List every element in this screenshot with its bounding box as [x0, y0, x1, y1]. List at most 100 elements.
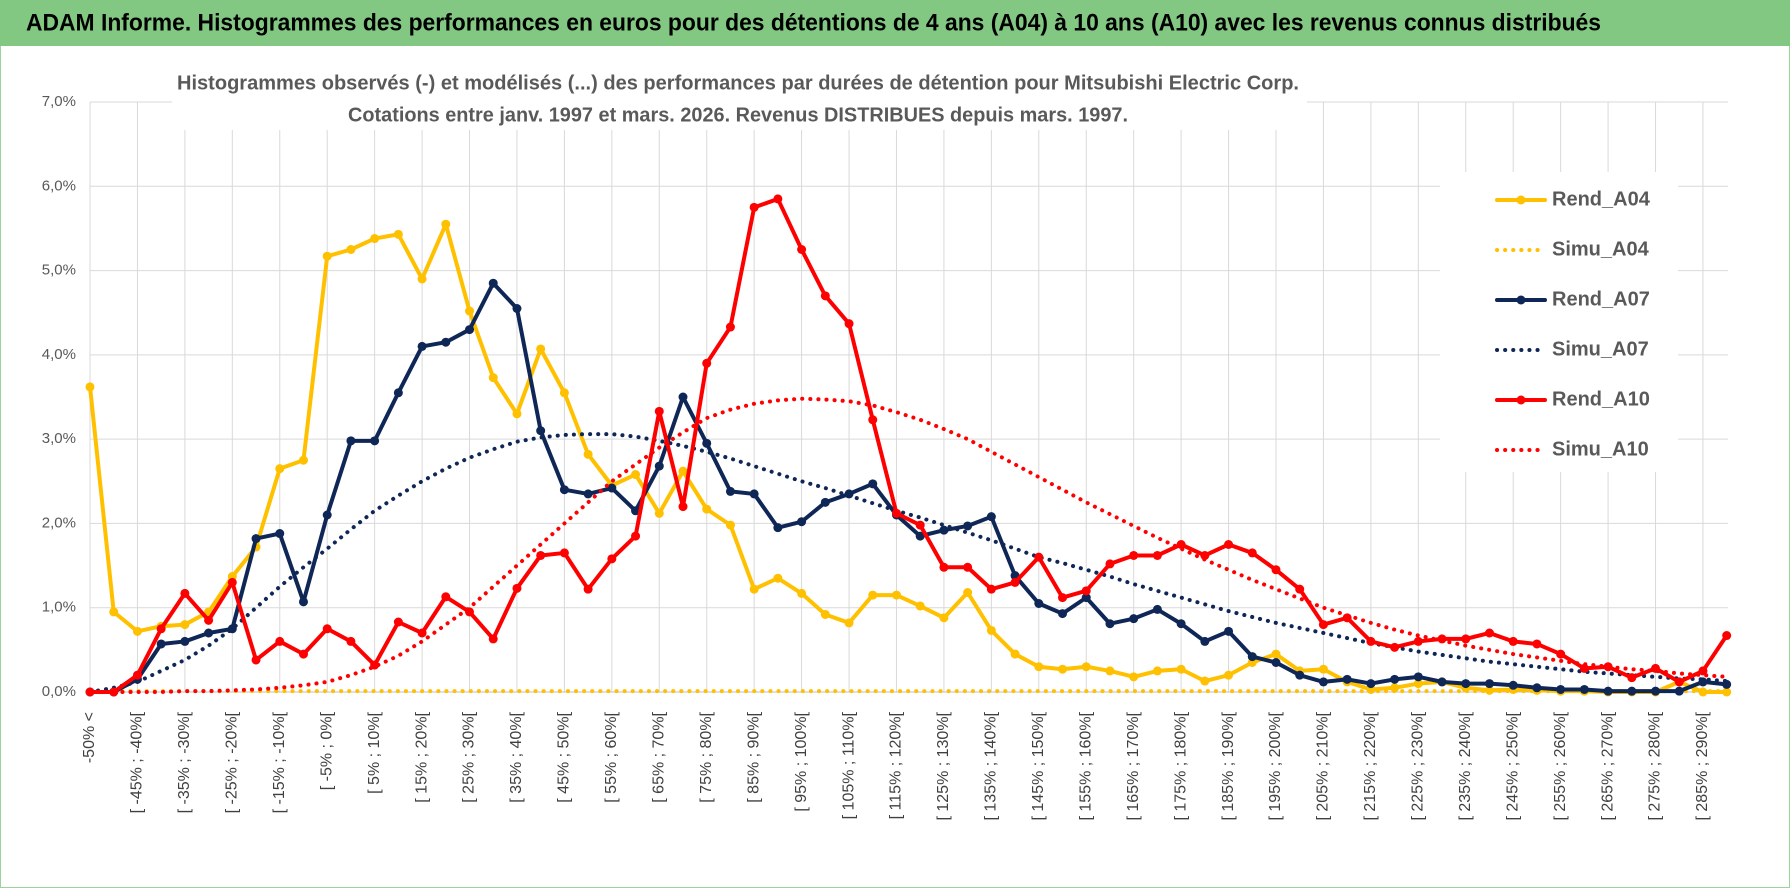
point [1176, 664, 1186, 674]
point [963, 588, 973, 598]
point [1058, 664, 1068, 674]
point [204, 628, 214, 638]
x-tick-label: [ 145% ; 150%[ [1030, 711, 1047, 820]
point [773, 523, 783, 533]
x-tick-label: [ -5% ; 0%[ [318, 711, 335, 790]
point [1010, 577, 1020, 587]
point [702, 438, 712, 448]
point [298, 455, 308, 465]
point [417, 341, 427, 351]
point [417, 628, 427, 638]
point [631, 531, 641, 541]
point [939, 562, 949, 572]
point [1342, 674, 1352, 684]
point [393, 229, 403, 239]
point [417, 274, 427, 284]
point [1413, 679, 1423, 689]
point [488, 634, 498, 644]
point [465, 325, 475, 335]
point [322, 510, 332, 520]
observed-line [88, 222, 1729, 694]
point [654, 461, 664, 471]
point [1200, 636, 1210, 646]
y-tick-label: 4,0% [42, 346, 76, 363]
point [132, 670, 142, 680]
point [773, 194, 783, 204]
point [1224, 670, 1234, 680]
point [1484, 679, 1494, 689]
point [393, 617, 403, 627]
point [204, 615, 214, 625]
point [1176, 619, 1186, 629]
point [251, 655, 261, 665]
point [820, 609, 830, 619]
point [85, 382, 95, 392]
x-tick-label: [ 165% ; 170%[ [1125, 711, 1142, 820]
point [963, 562, 973, 572]
point [1651, 686, 1661, 696]
x-tick-label: [ 105% ; 110%[ [840, 711, 857, 819]
point [1390, 642, 1400, 652]
y-tick-label: 2,0% [42, 514, 76, 531]
point [891, 508, 901, 518]
point [583, 584, 593, 594]
point [725, 486, 735, 496]
x-tick-label: [ -45% ; -40%[ [129, 711, 146, 813]
header-title: ADAM Informe. Histogrammes des performan… [26, 9, 1601, 36]
observed-line [88, 196, 1729, 694]
point [512, 409, 522, 419]
point [797, 588, 807, 598]
point [868, 415, 878, 425]
point [1318, 620, 1328, 630]
point [1224, 540, 1234, 549]
point [393, 388, 403, 398]
y-tick-label: 6,0% [42, 177, 76, 194]
x-tick-label: [ 45% ; 50%[ [556, 711, 573, 802]
x-tick-label: [ 5% ; 10%[ [366, 711, 383, 793]
x-tick-label: [ 225% ; 230%[ [1410, 711, 1427, 820]
x-tick-label: [ 275% ; 280%[ [1647, 711, 1664, 820]
point [1532, 639, 1542, 649]
x-tick-label: [ 65% ; 70%[ [650, 711, 667, 802]
point [488, 278, 498, 288]
point [702, 358, 712, 368]
point [1390, 674, 1400, 684]
x-tick-label: [ 205% ; 210%[ [1315, 711, 1332, 820]
point [654, 406, 664, 416]
point [1105, 559, 1115, 569]
point [1224, 626, 1234, 636]
x-tick-label: [ 135% ; 140%[ [983, 711, 1000, 820]
point [536, 426, 546, 436]
model-line [88, 689, 1729, 694]
x-tick-label: [ 85% ; 90%[ [745, 711, 762, 802]
point [298, 597, 308, 607]
x-tick-label: [ -25% ; -20%[ [224, 711, 241, 813]
point [1034, 599, 1044, 608]
point [109, 607, 119, 617]
point [559, 548, 569, 558]
point [1081, 586, 1091, 596]
legend-marker [1516, 395, 1526, 405]
point [1318, 677, 1328, 687]
x-tick-label: [ 185% ; 190%[ [1220, 711, 1237, 820]
point [1152, 666, 1162, 676]
point [322, 251, 332, 261]
point [1413, 636, 1423, 646]
point [1698, 666, 1708, 676]
point [1366, 679, 1376, 689]
point [156, 624, 166, 634]
y-tick-label: 7,0% [42, 93, 76, 110]
point [1532, 683, 1542, 693]
point [1152, 604, 1162, 614]
chart-subtitle: Cotations entre janv. 1997 et mars. 2026… [348, 104, 1128, 126]
point [891, 590, 901, 600]
point [607, 483, 617, 493]
point [1461, 679, 1471, 689]
point [725, 520, 735, 530]
point [465, 306, 475, 316]
header-bar [0, 0, 1790, 46]
point [607, 554, 617, 564]
title-bg [172, 68, 1307, 130]
x-tick-label: [ 15% ; 20%[ [413, 711, 430, 802]
point [1674, 686, 1684, 696]
